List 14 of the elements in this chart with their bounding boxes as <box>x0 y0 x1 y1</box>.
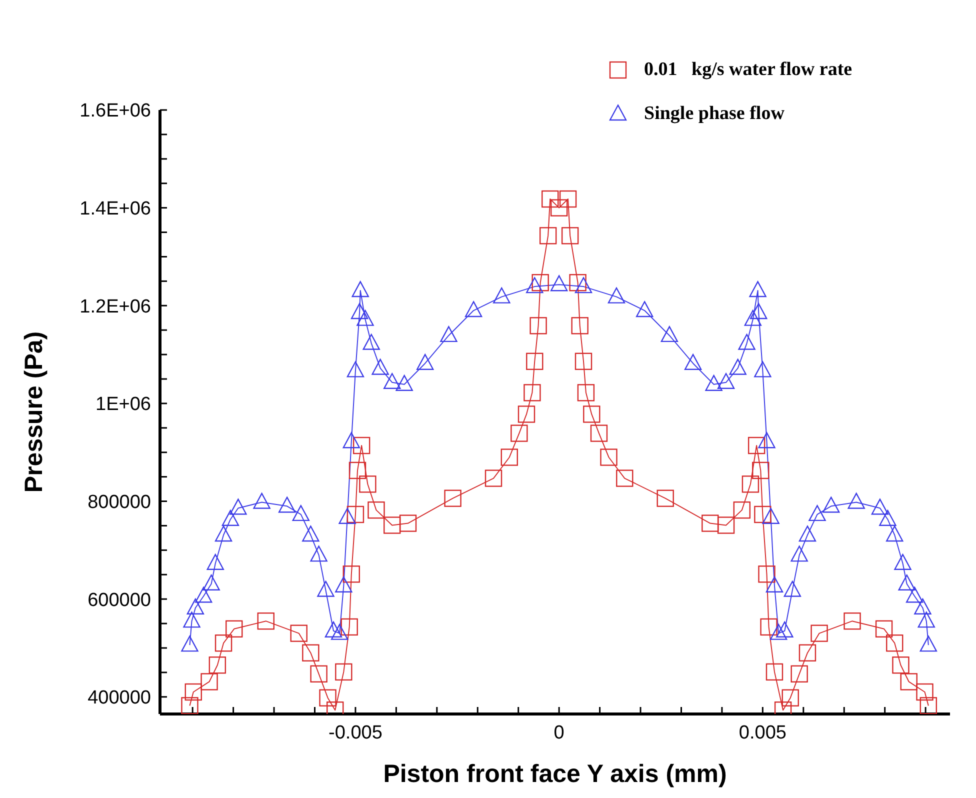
legend-label: Single phase flow <box>644 103 784 125</box>
y-axis-title: Pressure (Pa) <box>20 331 48 493</box>
x-tick-label: 0.005 <box>738 722 786 744</box>
y-tick-label: 1E+06 <box>96 394 151 416</box>
y-tick-label: 1.6E+06 <box>80 100 151 122</box>
x-axis-title: Piston front face Y axis (mm) <box>383 760 727 788</box>
x-tick-label: -0.005 <box>328 722 382 744</box>
y-tick-label: 1.2E+06 <box>80 296 151 318</box>
legend-label: 0.01 kg/s water flow rate <box>644 59 852 81</box>
y-tick-label: 800000 <box>88 492 151 513</box>
y-tick-label: 1.4E+06 <box>80 198 151 220</box>
y-tick-label: 600000 <box>88 590 151 611</box>
x-tick-label: 0 <box>554 722 564 744</box>
y-tick-label: 400000 <box>88 688 151 709</box>
